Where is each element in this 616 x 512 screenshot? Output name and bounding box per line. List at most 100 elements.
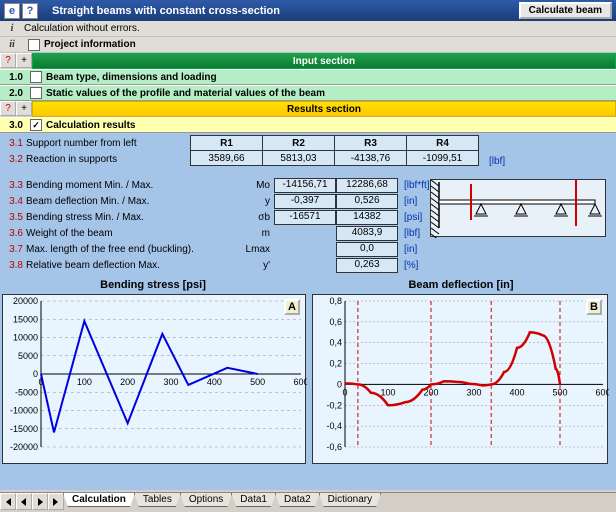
result-max: 14382 [336,210,398,225]
support-header: R4 [407,136,479,151]
result-max: 12286,68 [336,178,398,193]
title-bar: e ? Straight beams with constant cross-s… [0,0,616,21]
result-label: Bending stress Min. / Max. [26,212,240,223]
svg-text:0,2: 0,2 [329,359,342,369]
result-unit: [lbf*ft] [404,180,430,191]
row-i: i Calculation without errors. [0,21,616,37]
idx-ii: ii [0,39,24,50]
window-title: Straight beams with constant cross-secti… [52,5,519,17]
svg-text:-0,4: -0,4 [326,421,342,431]
svg-text:600: 600 [293,377,307,387]
idx-3-0: 3.0 [0,120,26,131]
section-3-0[interactable]: 3.0 ✓ Calculation results [0,117,616,133]
proj-info-checkbox[interactable] [28,39,40,51]
tab-nav-first[interactable] [0,493,16,510]
svg-text:-0,6: -0,6 [326,442,342,452]
chart-b-btn[interactable]: B [586,299,602,315]
svg-text:0,6: 0,6 [329,317,342,327]
result-max: 0,526 [336,194,398,209]
chk-1-0[interactable] [30,71,42,83]
svg-text:400: 400 [509,387,524,397]
svg-text:-10000: -10000 [10,406,38,416]
chart-a: A -20000-15000-10000-5000050001000015000… [2,294,306,464]
support-value: -4138,76 [335,151,407,166]
beam-diagram [430,179,606,237]
lbl-3-2: Reaction in supports [26,154,117,165]
support-header: R3 [335,136,407,151]
tab-tables[interactable]: Tables [134,493,181,507]
svg-text:-15000: -15000 [10,424,38,434]
support-header: R2 [263,136,335,151]
support-unit: [lbf] [489,156,505,167]
calculate-button[interactable]: Calculate beam [519,2,612,19]
result-unit: [%] [404,260,418,271]
result-unit: [in] [404,244,417,255]
svg-text:10000: 10000 [13,333,38,343]
svg-text:100: 100 [77,377,92,387]
results-expand-btn[interactable]: + [16,101,32,116]
tab-nav-prev[interactable] [16,493,32,510]
svg-text:5000: 5000 [18,351,38,361]
idx-1-0: 1.0 [0,72,26,83]
row-ii: ii Project information [0,37,616,53]
result-label: Max. length of the free end (buckling). [26,244,240,255]
result-idx: 3.5 [0,212,26,223]
result-max: 0,0 [336,242,398,257]
lbl-3-1: Support number from left [26,138,137,149]
result-symbol: Mo [240,180,274,191]
result-row: 3.8Relative beam deflection Max.y'0,263[… [0,257,612,273]
result-label: Weight of the beam [26,228,240,239]
lbl-1-0: Beam type, dimensions and loading [46,72,217,83]
chart-b-title: Beam deflection [in] [312,279,610,291]
result-unit: [psi] [404,212,422,223]
chk-3-0[interactable]: ✓ [30,119,42,131]
result-idx: 3.4 [0,196,26,207]
input-expand-btn[interactable]: + [16,53,32,68]
chk-2-0[interactable] [30,87,42,99]
tab-dictionary[interactable]: Dictionary [319,493,381,507]
svg-text:400: 400 [207,377,222,387]
result-symbol: σb [240,212,274,223]
result-min: -16571 [274,210,336,225]
chart-b: B -0,6-0,4-0,200,20,40,60,80100200300400… [312,294,608,464]
results-body: 3.1Support number from left 3.2Reaction … [0,133,616,490]
result-label: Bending moment Min. / Max. [26,180,240,191]
results-help-btn[interactable]: ? [0,101,16,116]
input-section-header: Input section [32,53,616,69]
svg-text:500: 500 [250,377,265,387]
result-min: -0,397 [274,194,336,209]
tab-data2[interactable]: Data2 [275,493,320,507]
result-symbol: m [240,228,274,239]
result-idx: 3.6 [0,228,26,239]
tab-calculation[interactable]: Calculation [63,493,135,507]
input-help-btn[interactable]: ? [0,53,16,68]
tab-nav-next[interactable] [32,493,48,510]
result-min: -14156,71 [274,178,336,193]
result-idx: 3.8 [0,260,26,271]
result-label: Beam deflection Min. / Max. [26,196,240,207]
support-value: 5813,03 [263,151,335,166]
tab-nav-last[interactable] [48,493,64,510]
svg-text:-20000: -20000 [10,442,38,452]
svg-text:300: 300 [163,377,178,387]
tab-data1[interactable]: Data1 [231,493,276,507]
result-unit: [in] [404,196,417,207]
section-2-0[interactable]: 2.0 Static values of the profile and mat… [0,85,616,101]
help-icon[interactable]: ? [22,3,38,19]
tab-options[interactable]: Options [180,493,232,507]
result-idx: 3.7 [0,244,26,255]
svg-text:200: 200 [120,377,135,387]
svg-text:0: 0 [337,379,342,389]
result-symbol: Lmax [240,244,274,255]
section-1-0[interactable]: 1.0 Beam type, dimensions and loading [0,69,616,85]
support-value: 3589,66 [191,151,263,166]
svg-text:0: 0 [33,369,38,379]
svg-text:300: 300 [466,387,481,397]
result-label: Relative beam deflection Max. [26,260,240,271]
result-row: 3.7Max. length of the free end (buckling… [0,241,612,257]
result-idx: 3.3 [0,180,26,191]
chart-a-btn[interactable]: A [284,299,300,315]
support-header: R1 [191,136,263,151]
idx-3-1: 3.1 [0,138,26,149]
svg-text:20000: 20000 [13,296,38,306]
